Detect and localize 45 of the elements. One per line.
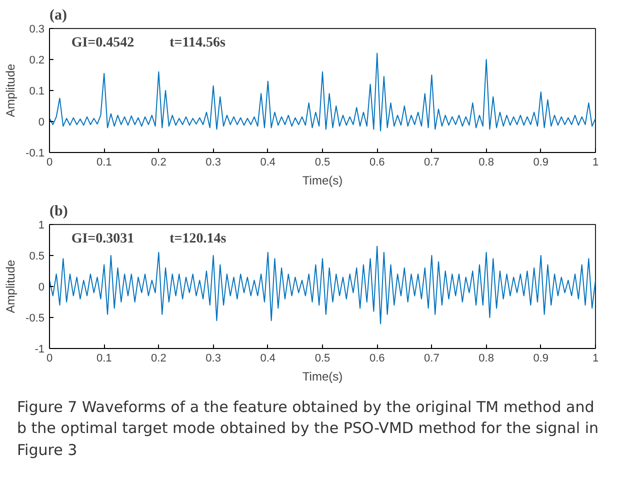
caption: Figure 7 Waveforms of a the feature obtained by the original TM method and b the optimal target mode obtained by the PSO-VMD method for the signal in Figure 3	[17, 397, 600, 461]
annotation: t=120.14s	[170, 232, 227, 246]
y-tick-label: 0	[38, 116, 45, 128]
x-tick-label: 0.3	[206, 352, 221, 364]
x-tick-label: 0.7	[424, 156, 440, 168]
x-tick-label: 0.5	[314, 156, 330, 168]
x-axis-title: Time(s)	[302, 370, 343, 384]
y-axis-title: Amplitude	[4, 63, 18, 118]
chart-title: (a)	[50, 8, 67, 24]
x-tick-label: 0.7	[424, 352, 440, 364]
annotation: t=114.56s	[170, 36, 226, 50]
x-tick-label: 0.4	[260, 156, 276, 168]
x-tick-label: 0.4	[260, 352, 276, 364]
line-series	[50, 52, 596, 132]
x-tick-label: 0.6	[369, 352, 385, 364]
x-tick-label: 0.3	[206, 156, 221, 168]
y-tick-label: 0.5	[29, 250, 45, 262]
x-tick-label: 1	[592, 156, 599, 168]
x-axis-title: Time(s)	[302, 174, 343, 188]
x-tick-label: 0.2	[151, 352, 166, 364]
y-tick-label: 0.2	[29, 54, 45, 66]
y-tick-label: 0	[38, 282, 45, 294]
x-tick-label: 0.9	[533, 352, 549, 364]
y-tick-label: 0.1	[29, 86, 45, 98]
y-tick-label: 0.3	[29, 24, 45, 36]
chart-title: (b)	[50, 204, 68, 220]
annotation: GI=0.4542	[71, 36, 134, 50]
x-tick-label: 1	[592, 352, 599, 364]
x-tick-label: 0.1	[96, 156, 112, 168]
x-tick-label: 0	[46, 352, 53, 364]
y-tick-label: 1	[38, 220, 45, 232]
x-tick-label: 0.8	[478, 352, 494, 364]
y-tick-label: -1	[34, 344, 44, 356]
x-tick-label: 0.5	[314, 352, 330, 364]
x-tick-label: 0.9	[533, 156, 549, 168]
x-tick-label: 0	[46, 156, 53, 168]
y-tick-label: -0.5	[26, 312, 45, 324]
x-tick-label: 0.8	[478, 156, 494, 168]
x-tick-label: 0.1	[96, 352, 112, 364]
line-series	[50, 246, 596, 324]
x-tick-label: 0.6	[369, 156, 385, 168]
y-axis-title: Amplitude	[4, 259, 18, 314]
x-tick-label: 0.2	[151, 156, 166, 168]
annotation: GI=0.3031	[71, 232, 134, 246]
y-tick-label: -0.1	[26, 148, 45, 160]
